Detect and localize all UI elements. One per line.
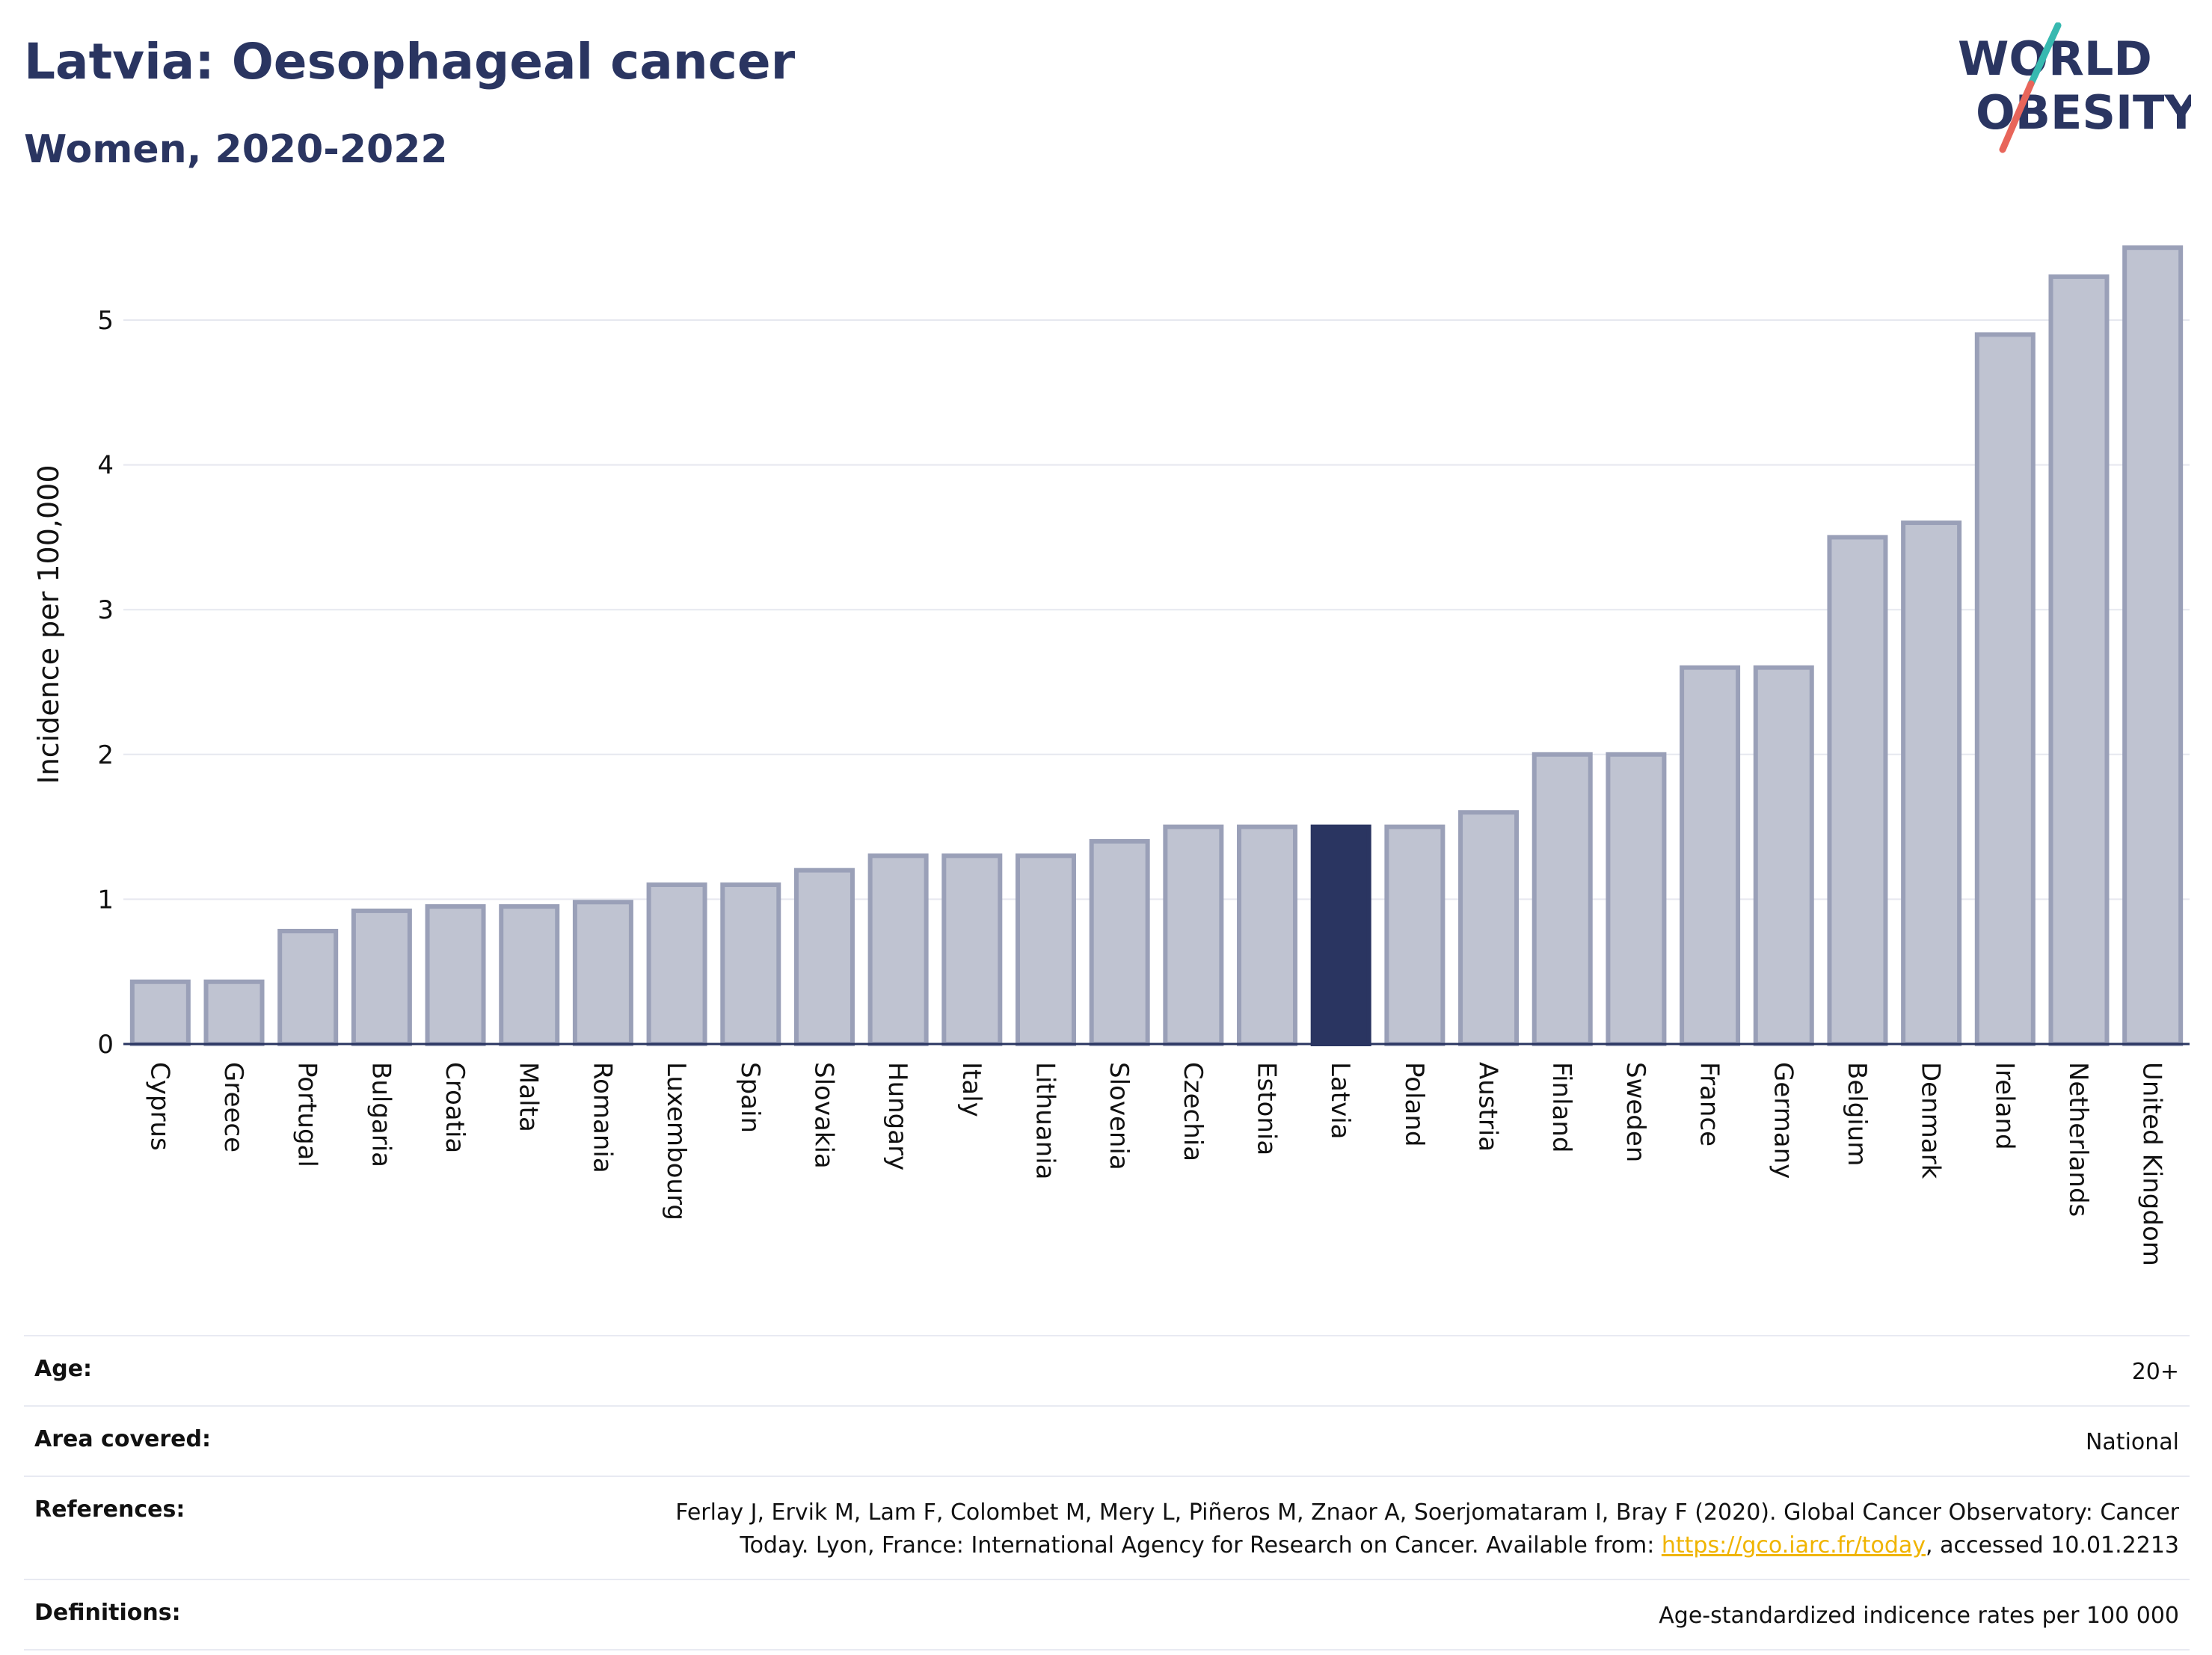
x-tick-label: Malta	[514, 1062, 544, 1132]
x-tick-label: Poland	[1399, 1062, 1429, 1147]
bar-portugal	[277, 928, 339, 1046]
bar-lithuania	[1015, 853, 1076, 1046]
x-tick-label: Croatia	[440, 1062, 470, 1153]
references-label: References:	[34, 1496, 185, 1523]
y-tick-label: 1	[97, 885, 114, 915]
y-tick-label: 2	[97, 740, 114, 770]
bar-latvia	[1310, 824, 1371, 1046]
x-tick-label: Hungary	[882, 1062, 912, 1170]
x-tick-label: Spain	[735, 1062, 765, 1133]
x-tick-label: United Kingdom	[2137, 1062, 2167, 1266]
y-tick-labels: 0 1 2 3 4 5	[97, 306, 114, 1060]
bar-chart: 0 1 2 3 4 5 Cyprus Greece Portugal Bulgaria Croat…	[32, 245, 2190, 1266]
page-subtitle: Women, 2020-2022	[24, 127, 448, 172]
x-tick-label: Bulgaria	[366, 1062, 396, 1167]
definitions-value: Age-standardized indicence rates per 100…	[1659, 1603, 2179, 1629]
x-tick-label: Slovenia	[1104, 1062, 1134, 1170]
bar-slovenia	[1089, 838, 1150, 1046]
meta-row-definitions: Definitions: Age-standardized indicence …	[24, 1579, 2190, 1651]
y-tick-label: 0	[97, 1030, 114, 1060]
bar-austria	[1458, 810, 1520, 1046]
bar-france	[1680, 665, 1741, 1046]
x-tick-label: Luxembourg	[661, 1062, 691, 1220]
x-tick-label: Slovakia	[808, 1062, 838, 1169]
references-text-suffix: , accessed 10.01.2213	[1926, 1532, 2179, 1559]
bar-finland	[1531, 752, 1593, 1046]
bar-italy	[941, 853, 1003, 1046]
bar-hungary	[867, 853, 929, 1046]
bar-bulgaria	[351, 908, 412, 1046]
x-tick-label: Belgium	[1842, 1062, 1872, 1166]
bar-spain	[720, 882, 781, 1047]
meta-row-age: Age: 20+	[24, 1335, 2190, 1405]
area-value: National	[2085, 1429, 2179, 1455]
y-tick-label: 4	[97, 451, 114, 481]
bar-estonia	[1237, 824, 1298, 1046]
y-tick-label: 5	[97, 306, 114, 336]
x-tick-label: Netherlands	[2063, 1062, 2093, 1217]
x-tick-label: Austria	[1473, 1062, 1503, 1152]
page-title: Latvia: Oesophageal cancer	[24, 33, 796, 90]
x-tick-labels: Cyprus Greece Portugal Bulgaria Croatia Malta…	[144, 1062, 2166, 1266]
bar-sweden	[1606, 752, 1667, 1046]
bar-netherlands	[2048, 274, 2110, 1046]
bar-malta	[499, 904, 560, 1046]
metadata-table: Age: 20+ Area covered: National Referenc…	[24, 1335, 2190, 1651]
x-tick-label: Latvia	[1325, 1062, 1355, 1140]
x-tick-label: Italy	[956, 1062, 986, 1117]
x-tick-label: Ireland	[1989, 1062, 2019, 1150]
references-link[interactable]: https://gco.iarc.fr/today	[1661, 1532, 1926, 1559]
bar-ireland	[1974, 332, 2036, 1046]
bar-denmark	[1901, 521, 1962, 1046]
world-obesity-logo: WORLD OBESITY	[1958, 22, 2191, 153]
bar-czechia	[1163, 824, 1224, 1046]
logo-line1: WORLD	[1958, 31, 2152, 86]
meta-row-references: References: Ferlay J, Ervik M, Lam F, Co…	[24, 1476, 2190, 1579]
bar-greece	[203, 979, 265, 1046]
x-tick-label: Estonia	[1252, 1062, 1282, 1155]
bar-slovakia	[793, 868, 855, 1047]
x-tick-label: Cyprus	[144, 1062, 174, 1151]
x-tick-label: Finland	[1546, 1062, 1576, 1153]
x-tick-label: Sweden	[1620, 1062, 1650, 1162]
x-tick-label: Greece	[218, 1062, 248, 1152]
references-text-line2: Today. Lyon, France: International Agenc…	[740, 1532, 1662, 1559]
references-value: Ferlay J, Ervik M, Lam F, Colombet M, Me…	[675, 1496, 2179, 1562]
age-label: Age:	[34, 1356, 93, 1382]
x-tick-label: Portugal	[292, 1062, 322, 1167]
bar-poland	[1384, 824, 1446, 1046]
age-value: 20+	[2131, 1359, 2179, 1385]
bars	[129, 245, 2184, 1047]
logo-slash-teal	[2027, 22, 2062, 87]
x-tick-label: Romania	[587, 1062, 617, 1173]
x-tick-label: Lithuania	[1030, 1062, 1060, 1179]
y-tick-label: 3	[97, 595, 114, 625]
area-label: Area covered:	[34, 1426, 211, 1452]
bar-romania	[572, 900, 633, 1046]
bar-belgium	[1827, 535, 1888, 1046]
y-axis-label: Incidence per 100,000	[32, 464, 65, 784]
x-tick-label: France	[1695, 1062, 1724, 1146]
definitions-label: Definitions:	[34, 1600, 181, 1626]
bar-cyprus	[129, 979, 191, 1046]
x-tick-label: Germany	[1768, 1062, 1798, 1179]
bar-germany	[1753, 665, 1814, 1046]
bar-croatia	[425, 904, 486, 1046]
x-tick-label: Czechia	[1178, 1062, 1208, 1161]
references-text-line1: Ferlay J, Ervik M, Lam F, Colombet M, Me…	[675, 1499, 2179, 1526]
bar-luxembourg	[646, 882, 707, 1047]
bar-united-kingdom	[2122, 245, 2184, 1047]
meta-row-area: Area covered: National	[24, 1405, 2190, 1476]
logo-slash-coral	[1999, 80, 2035, 153]
x-tick-label: Denmark	[1916, 1062, 1946, 1179]
